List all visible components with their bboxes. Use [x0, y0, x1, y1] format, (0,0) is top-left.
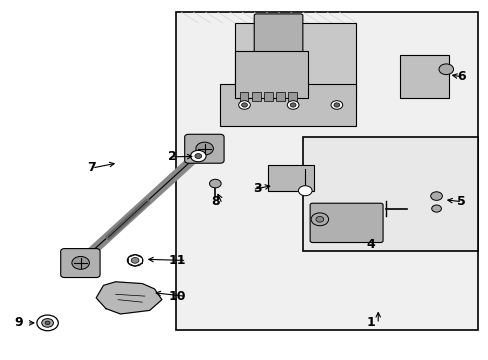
Text: 5: 5 [456, 195, 465, 208]
Text: 9: 9 [15, 316, 23, 329]
Text: 2: 2 [167, 150, 176, 163]
FancyBboxPatch shape [184, 134, 224, 163]
Bar [287, 93, 296, 102]
Circle shape [333, 103, 339, 107]
Text: 8: 8 [211, 195, 219, 208]
FancyBboxPatch shape [254, 14, 302, 53]
Circle shape [289, 103, 295, 107]
Circle shape [72, 256, 89, 269]
Circle shape [131, 257, 139, 263]
Circle shape [431, 205, 441, 212]
Bar [264, 93, 272, 102]
FancyBboxPatch shape [267, 165, 313, 192]
Circle shape [310, 213, 328, 226]
Circle shape [195, 154, 201, 158]
Circle shape [196, 142, 213, 155]
FancyBboxPatch shape [234, 51, 307, 98]
Text: 4: 4 [366, 238, 374, 251]
FancyBboxPatch shape [309, 203, 382, 243]
Circle shape [45, 321, 50, 325]
FancyBboxPatch shape [176, 12, 477, 330]
FancyBboxPatch shape [61, 249, 100, 278]
Polygon shape [96, 282, 162, 314]
Circle shape [37, 315, 58, 331]
FancyBboxPatch shape [302, 137, 477, 251]
Circle shape [127, 255, 142, 266]
Bar [276, 93, 285, 102]
Circle shape [41, 319, 53, 327]
FancyBboxPatch shape [399, 55, 448, 98]
Text: 3: 3 [252, 183, 261, 195]
Text: 10: 10 [168, 289, 186, 303]
Circle shape [330, 101, 342, 109]
Circle shape [287, 101, 298, 109]
FancyBboxPatch shape [220, 84, 356, 126]
Circle shape [241, 103, 247, 107]
Circle shape [298, 186, 311, 196]
Text: 1: 1 [366, 316, 374, 329]
Circle shape [190, 150, 205, 162]
Circle shape [430, 192, 442, 201]
Circle shape [438, 64, 453, 75]
Text: 11: 11 [168, 254, 186, 267]
Text: 7: 7 [87, 161, 96, 174]
Text: 6: 6 [456, 70, 465, 83]
FancyBboxPatch shape [234, 23, 356, 102]
Circle shape [238, 101, 250, 109]
Circle shape [315, 216, 323, 222]
Bar [239, 93, 248, 102]
Bar [251, 93, 260, 102]
Circle shape [209, 179, 221, 188]
